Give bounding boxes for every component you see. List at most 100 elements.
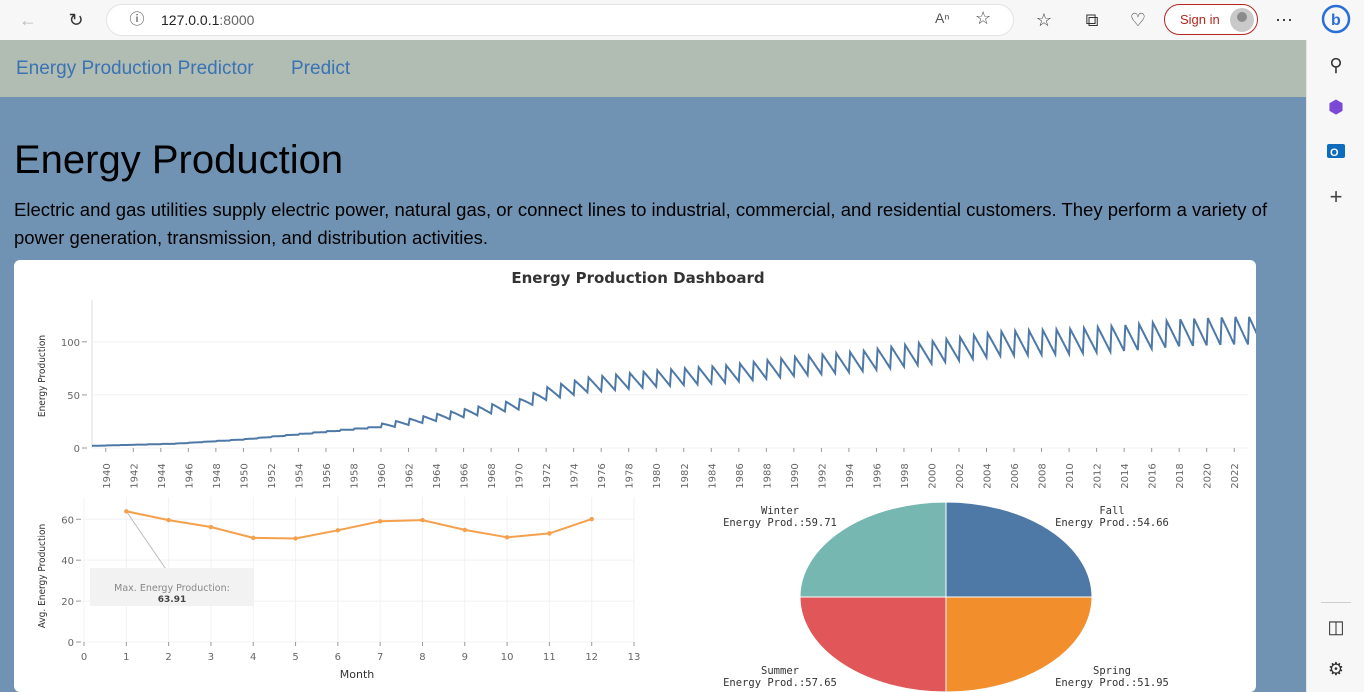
month-xlabel: Month bbox=[340, 668, 375, 681]
top-xtick-label: 2016 bbox=[1148, 463, 1159, 488]
pie-label-summer: Summer bbox=[761, 665, 799, 677]
top-xtick-label: 1988 bbox=[762, 463, 773, 488]
month-xtick-label: 2 bbox=[165, 652, 171, 663]
avatar-icon bbox=[1230, 8, 1254, 32]
pie-slice-fall bbox=[945, 501, 1093, 598]
month-xtick-label: 11 bbox=[543, 652, 556, 663]
top-xtick-label: 1974 bbox=[570, 463, 581, 488]
top-xtick-label: 1962 bbox=[405, 463, 416, 488]
dashboard-title: Energy Production Dashboard bbox=[511, 269, 764, 287]
top-xtick-label: 1946 bbox=[184, 463, 195, 488]
pie-slice-summer bbox=[799, 596, 947, 692]
svg-text:O: O bbox=[1330, 147, 1339, 159]
top-ytick-label: 0 bbox=[74, 444, 80, 455]
month-xtick-label: 9 bbox=[462, 652, 468, 663]
top-xtick-label: 1964 bbox=[432, 463, 443, 488]
month-ytick-label: 40 bbox=[61, 556, 74, 567]
browser-essentials-icon[interactable]: ♡ bbox=[1129, 9, 1147, 30]
dashboard-svg: Energy Production Dashboard Energy Produ… bbox=[37, 269, 1256, 692]
address-bar[interactable]: ⓘ 127.0.0.1:8000 Aⁿ ☆ bbox=[106, 4, 1014, 36]
month-point bbox=[589, 516, 594, 522]
top-xtick-label: 1952 bbox=[267, 463, 278, 488]
month-xtick-label: 5 bbox=[292, 652, 298, 663]
pie-value-spring: Energy Prod.:51.95 bbox=[1055, 677, 1169, 689]
month-point bbox=[547, 531, 552, 536]
pie-slice-winter bbox=[799, 501, 947, 598]
browser-toolbar: ← ↻ ⓘ 127.0.0.1:8000 Aⁿ ☆ ☆ ⧉ ♡ Sign in … bbox=[0, 0, 1364, 40]
top-xtick-label: 1940 bbox=[102, 463, 113, 488]
top-xtick-label: 1942 bbox=[129, 463, 140, 488]
month-xtick-label: 1 bbox=[123, 652, 129, 663]
month-xtick-label: 4 bbox=[250, 652, 256, 663]
refresh-icon[interactable]: ↻ bbox=[68, 9, 84, 30]
copilot-icon[interactable]: ⬢ bbox=[1328, 96, 1344, 117]
month-xtick-label: 6 bbox=[335, 652, 341, 663]
top-xtick-label: 1960 bbox=[377, 463, 388, 488]
month-xtick-label: 7 bbox=[377, 652, 383, 663]
pie-value-winter: Energy Prod.:59.71 bbox=[723, 517, 837, 529]
back-icon[interactable]: ← bbox=[19, 9, 37, 30]
top-xtick-label: 1968 bbox=[487, 463, 498, 488]
top-xtick-label: 1950 bbox=[239, 463, 250, 488]
favorite-star-icon[interactable]: ☆ bbox=[975, 8, 992, 28]
bing-copilot-icon[interactable]: b bbox=[1320, 3, 1352, 35]
svg-text:b: b bbox=[1331, 12, 1341, 29]
month-point bbox=[293, 536, 298, 541]
annual-production-chart: Energy Production 0 50 100 1940 1942 1944 194… bbox=[37, 300, 1256, 489]
page-title: Energy Production bbox=[14, 138, 344, 182]
nav-predict-link[interactable]: Predict bbox=[291, 58, 351, 79]
month-point bbox=[462, 527, 467, 533]
site-info-icon[interactable]: ⓘ bbox=[129, 11, 145, 28]
top-xtick-label: 1972 bbox=[542, 463, 553, 488]
read-aloud-icon[interactable]: Aⁿ bbox=[935, 10, 950, 26]
month-point bbox=[377, 519, 383, 524]
month-xtick-label: 10 bbox=[501, 652, 514, 663]
pie-value-summer: Energy Prod.:57.65 bbox=[723, 677, 837, 689]
page-description: Electric and gas utilities supply electr… bbox=[14, 199, 1268, 248]
settings-gear-icon[interactable]: ⚙ bbox=[1327, 658, 1345, 679]
top-xtick-label: 1956 bbox=[322, 463, 333, 488]
add-icon[interactable]: + bbox=[1329, 184, 1343, 209]
month-xtick-label: 8 bbox=[419, 652, 425, 663]
url-host: 127.0.0.1 bbox=[161, 12, 220, 28]
month-xtick-label: 13 bbox=[628, 652, 641, 663]
top-xtick-label: 2014 bbox=[1120, 463, 1131, 488]
outlook-icon[interactable]: O bbox=[1323, 138, 1349, 164]
sign-in-button[interactable]: Sign in bbox=[1164, 4, 1258, 35]
top-xtick-label: 2022 bbox=[1230, 463, 1241, 488]
top-ylabel: Energy Production bbox=[37, 335, 48, 417]
month-point bbox=[420, 517, 425, 523]
dashboard-panel: Energy Production Dashboard Energy Produ… bbox=[14, 260, 1256, 692]
url-text[interactable]: 127.0.0.1:8000 bbox=[161, 12, 254, 28]
top-xtick-label: 2018 bbox=[1175, 463, 1186, 488]
pie-label-fall: Fall bbox=[1099, 505, 1124, 517]
top-xtick-label: 1984 bbox=[707, 463, 718, 488]
month-point bbox=[166, 517, 171, 523]
pie-slice-spring bbox=[945, 596, 1093, 692]
month-point bbox=[504, 535, 510, 540]
top-xtick-label: 1980 bbox=[652, 463, 663, 488]
top-xtick-label: 1992 bbox=[817, 463, 828, 488]
top-xtick-label: 2020 bbox=[1203, 463, 1214, 488]
month-point bbox=[335, 528, 341, 533]
split-screen-icon[interactable]: ◫ bbox=[1327, 616, 1345, 637]
monthly-average-line bbox=[126, 510, 593, 540]
collections-icon[interactable]: ⧉ bbox=[1085, 9, 1099, 30]
search-icon[interactable]: ⚲ bbox=[1329, 54, 1343, 75]
pie-value-fall: Energy Prod.:54.66 bbox=[1055, 517, 1169, 529]
read-aloud-glyph: A bbox=[935, 10, 945, 26]
top-xtick-label: 1990 bbox=[790, 463, 801, 488]
tooltip-value: 63.91 bbox=[158, 595, 186, 605]
top-xtick-label: 1976 bbox=[597, 463, 608, 488]
top-xtick-label: 2000 bbox=[927, 463, 938, 488]
month-xtick-label: 3 bbox=[208, 652, 214, 663]
sidebar-divider bbox=[1321, 602, 1351, 603]
favorites-icon[interactable]: ☆ bbox=[1035, 9, 1053, 30]
nav-brand-link[interactable]: Energy Production Predictor bbox=[16, 58, 254, 79]
tooltip-label: Max. Energy Production: bbox=[114, 583, 230, 594]
top-xtick-label: 1986 bbox=[735, 463, 746, 488]
month-ytick-label: 0 bbox=[68, 638, 74, 649]
more-menu-icon[interactable]: ⋯ bbox=[1275, 9, 1293, 30]
web-page: Energy Production Predictor Predict Ener… bbox=[0, 40, 1306, 692]
